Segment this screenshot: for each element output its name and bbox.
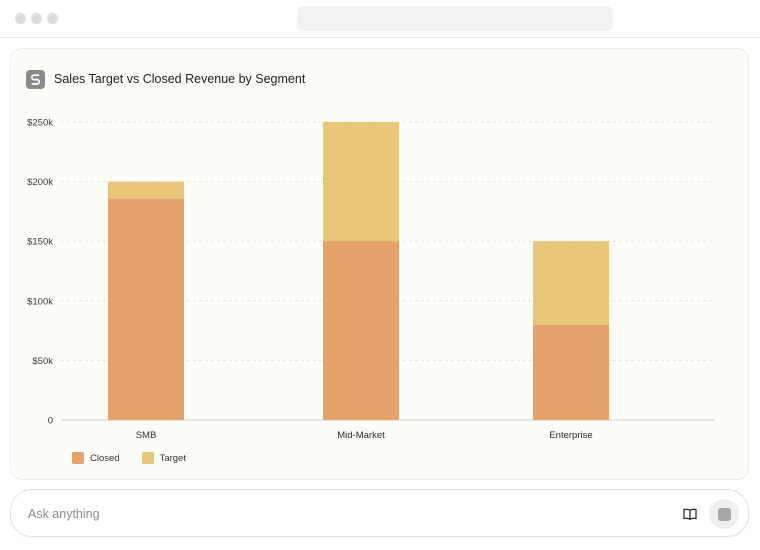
legend-item-target[interactable]: Target bbox=[141, 452, 186, 464]
bar-target-enterprise[interactable] bbox=[533, 241, 609, 325]
legend-swatch bbox=[72, 452, 84, 464]
y-tick-label: $100k bbox=[27, 296, 53, 307]
logo-icon bbox=[26, 69, 45, 89]
bar-chart: 0 $50k $100k $150k $200k $250k SMB Mid-Market E… bbox=[27, 118, 715, 441]
chart-bars bbox=[108, 122, 609, 420]
book-icon[interactable] bbox=[682, 506, 698, 522]
window-titlebar bbox=[0, 0, 760, 38]
y-axis-ticks: 0 $50k $100k $150k $200k $250k bbox=[27, 118, 53, 427]
legend-label: Closed bbox=[90, 452, 120, 464]
window-minimize-dot[interactable] bbox=[31, 13, 42, 24]
bar-closed-smb[interactable] bbox=[108, 198, 184, 420]
bar-target-mid-market[interactable] bbox=[323, 122, 399, 242]
chat-input-bar[interactable]: Ask anything bbox=[10, 489, 749, 537]
x-axis-ticks: SMB Mid-Market Enterprise bbox=[136, 430, 593, 441]
legend-item-closed[interactable]: Closed bbox=[72, 452, 120, 464]
window-maximize-dot[interactable] bbox=[47, 13, 58, 24]
y-tick-label: $150k bbox=[27, 237, 53, 248]
chart-legend: Closed Target bbox=[72, 452, 208, 464]
y-tick-label: $50k bbox=[32, 356, 53, 367]
stop-icon bbox=[717, 507, 731, 521]
chat-input-placeholder[interactable]: Ask anything bbox=[28, 507, 100, 521]
chart-card: Sales Target vs Closed Revenue by Segmen… bbox=[10, 48, 749, 480]
y-tick-label: 0 bbox=[48, 416, 53, 427]
y-tick-label: $200k bbox=[27, 177, 53, 188]
x-tick-label: Enterprise bbox=[549, 430, 592, 441]
stop-button[interactable] bbox=[709, 499, 739, 529]
legend-swatch bbox=[141, 452, 154, 464]
chart-card-header: Sales Target vs Closed Revenue by Segmen… bbox=[26, 69, 305, 89]
address-bar[interactable] bbox=[297, 6, 613, 31]
bar-closed-enterprise[interactable] bbox=[533, 324, 609, 420]
window-close-dot[interactable] bbox=[15, 13, 26, 24]
bar-target-smb[interactable] bbox=[108, 181, 184, 199]
x-tick-label: Mid-Market bbox=[337, 430, 385, 441]
chart-title: Sales Target vs Closed Revenue by Segmen… bbox=[54, 72, 306, 86]
legend-label: Target bbox=[159, 452, 186, 464]
x-tick-label: SMB bbox=[136, 430, 157, 441]
bar-closed-mid-market[interactable] bbox=[323, 241, 399, 420]
y-tick-label: $250k bbox=[27, 118, 53, 129]
